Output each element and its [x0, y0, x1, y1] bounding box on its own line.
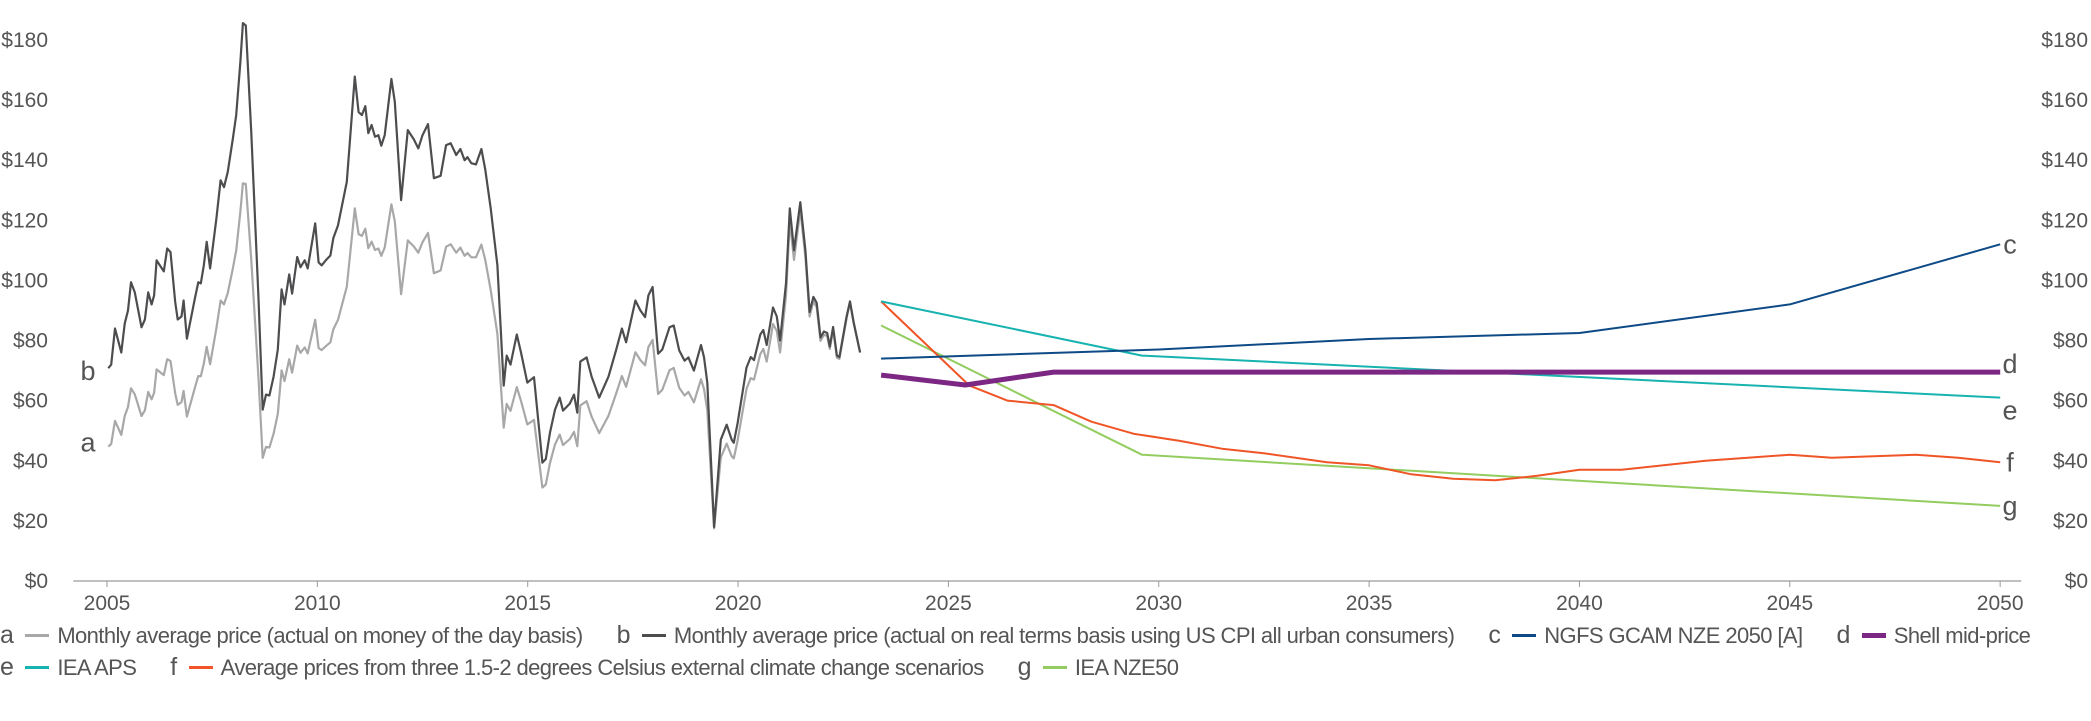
y-tick-label-left: $20 — [13, 510, 48, 533]
legend-letter: g — [1017, 653, 1032, 681]
y-tick-label-left: $180 — [1, 29, 48, 52]
series-line-c — [881, 243, 2001, 360]
y-tick-label-left: $0 — [25, 570, 48, 593]
legend-text: Monthly average price (actual on money o… — [57, 623, 583, 648]
series-label-d: d — [2002, 349, 2017, 379]
legend-text: Monthly average price (actual on real te… — [673, 623, 1455, 648]
series-line-f — [880, 300, 2001, 482]
legend-letter: b — [616, 621, 631, 649]
series-line-b — [107, 22, 862, 529]
y-tick-label-left: $80 — [13, 330, 48, 353]
y-tick-label-left: $60 — [13, 390, 48, 413]
legend-letter: d — [1836, 621, 1850, 649]
series-line-d — [880, 369, 2001, 388]
legend-item-e: e IEA APS — [0, 653, 137, 681]
legend-text: Average prices from three 1.5-2 degrees … — [220, 655, 985, 680]
series-label-a: a — [80, 428, 96, 458]
series-label-b: b — [80, 356, 95, 386]
x-tick-label: 2005 — [84, 592, 131, 615]
legend-swatch-e — [25, 666, 50, 669]
y-tick-label-left: $100 — [1, 269, 48, 292]
legend-letter: a — [0, 621, 14, 649]
x-tick-label: 2050 — [1977, 592, 2024, 615]
y-tick-label-right: $140 — [2041, 149, 2088, 172]
legend-letter: e — [0, 653, 14, 681]
legend-item-f: f Average prices from three 1.5-2 degrees… — [170, 653, 985, 681]
y-tick-label-left: $40 — [13, 450, 48, 473]
y-tick-label-left: $160 — [1, 89, 48, 112]
x-tick-label: 2030 — [1135, 592, 1182, 615]
y-tick-label-right: $0 — [2065, 570, 2088, 593]
x-tick-label: 2015 — [504, 592, 551, 615]
series-line-g — [880, 324, 2001, 507]
series-line-a — [107, 182, 862, 530]
legend-letter: c — [1488, 621, 1501, 649]
legend-swatch-f — [188, 666, 213, 669]
legend-text: IEA NZE50 — [1074, 655, 1179, 680]
series-label-f: f — [2006, 447, 2014, 477]
legend-text: Shell mid-price — [1893, 623, 2031, 648]
x-tick-label: 2025 — [925, 592, 972, 615]
legend-item-d: d Shell mid-price — [1836, 622, 2030, 649]
y-tick-label-right: $40 — [2053, 450, 2088, 473]
legend-item-c: c NGFS GCAM NZE 2050 [A] — [1488, 621, 1803, 649]
series-label-g: g — [2002, 491, 2017, 521]
series-label-e: e — [2002, 396, 2017, 426]
y-tick-label-right: $60 — [2053, 390, 2088, 413]
x-tick-label: 2020 — [715, 592, 762, 615]
y-tick-label-right: $120 — [2041, 209, 2088, 232]
legend-item-g: g IEA NZE50 — [1018, 654, 1179, 681]
series-label-c: c — [2003, 229, 2017, 259]
x-tick-label: 2045 — [1766, 592, 1813, 615]
legend-item-a: a Monthly average price (actual on money … — [0, 622, 583, 649]
oil-price-chart: 2005 2010 2015 2020 2025 2030 2035 2040 2045 2050… — [1, 22, 2088, 615]
legend-swatch-g — [1042, 666, 1067, 669]
x-tick-label: 2040 — [1556, 592, 1603, 615]
y-tick-label-right: $80 — [2053, 330, 2088, 353]
series-line-e — [880, 300, 2001, 399]
legend-item-b: b Monthly average price (actual on real t… — [617, 622, 1455, 649]
legend-swatch-a — [25, 634, 50, 637]
y-tick-label-left: $120 — [1, 209, 48, 232]
legend-swatch-b — [641, 634, 666, 637]
legend-swatch-d — [1861, 633, 1886, 638]
y-tick-label-left: $140 — [1, 149, 48, 172]
legend-swatch-c — [1512, 634, 1537, 637]
y-tick-label-right: $100 — [2041, 269, 2088, 292]
x-tick-label: 2010 — [294, 592, 341, 615]
y-tick-label-right: $20 — [2053, 510, 2088, 533]
legend-text: NGFS GCAM NZE 2050 [A] — [1544, 623, 1803, 648]
legend-letter: f — [170, 653, 177, 681]
legend: a Monthly average price (actual on money … — [0, 622, 2085, 681]
y-tick-label-right: $160 — [2041, 89, 2088, 112]
y-tick-label-right: $180 — [2041, 29, 2088, 52]
legend-text: IEA APS — [57, 655, 137, 680]
x-tick-label: 2035 — [1346, 592, 1393, 615]
